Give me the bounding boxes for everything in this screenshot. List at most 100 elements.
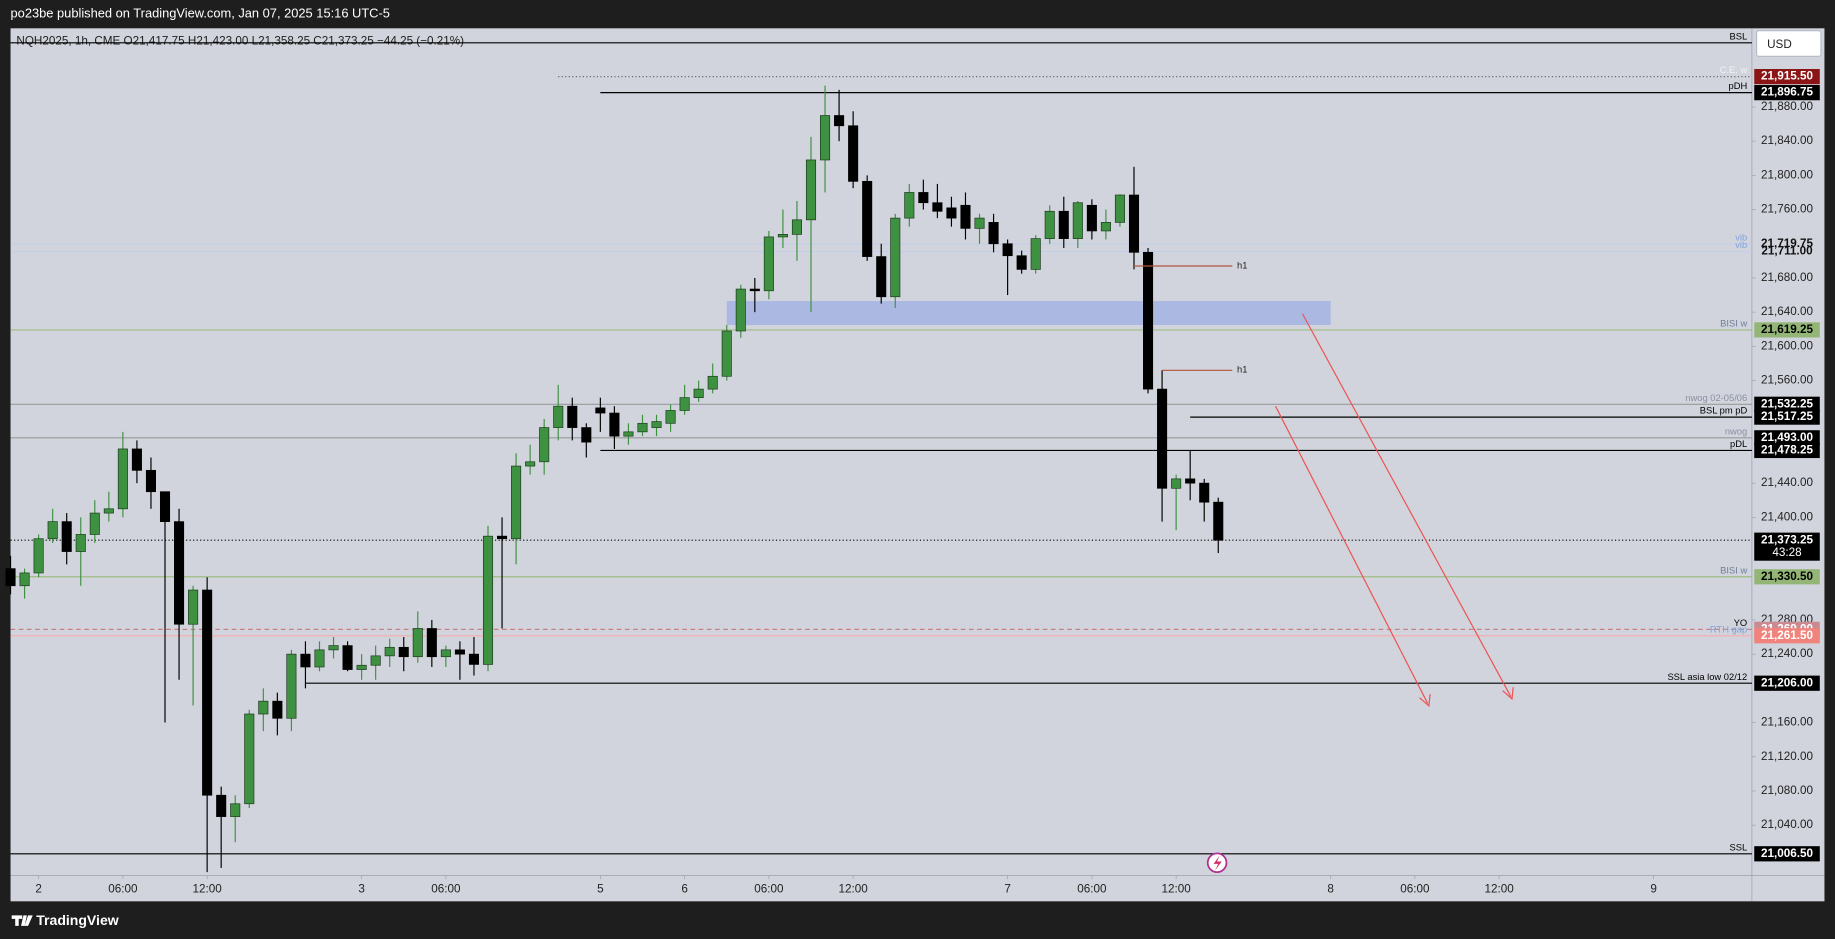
candle-body bbox=[1114, 194, 1125, 223]
candle-body bbox=[791, 219, 802, 235]
candle-body bbox=[876, 256, 887, 298]
candle-body bbox=[890, 217, 901, 298]
candle-body bbox=[468, 653, 479, 665]
fvg-zone bbox=[726, 301, 1331, 325]
price-badge-label: 21,206.00 bbox=[1761, 676, 1813, 689]
price-badge bbox=[1754, 442, 1820, 459]
candle-body bbox=[539, 427, 550, 463]
x-tick-label: 12:00 bbox=[193, 883, 223, 896]
candle-body bbox=[89, 512, 100, 535]
candle-body bbox=[482, 535, 494, 665]
candle-body bbox=[103, 508, 114, 514]
price-badge bbox=[1754, 69, 1820, 85]
candle-body bbox=[1030, 238, 1041, 270]
candle-body bbox=[300, 653, 311, 668]
countdown: 43:28 bbox=[1772, 546, 1801, 559]
level-label: pDH bbox=[1728, 81, 1747, 91]
y-tick-label: 21,400.00 bbox=[1761, 510, 1813, 523]
candle-body bbox=[820, 115, 831, 161]
y-tick-label: 21,760.00 bbox=[1761, 203, 1813, 216]
candle-body bbox=[511, 465, 522, 540]
candle-body bbox=[342, 645, 353, 670]
candle-body bbox=[314, 649, 325, 668]
candle-body bbox=[581, 427, 592, 443]
x-tick-label: 06:00 bbox=[1077, 883, 1107, 896]
event-bolt bbox=[1213, 855, 1222, 871]
level-label: nwog 02-05/06 bbox=[1685, 393, 1747, 403]
candle-body bbox=[33, 538, 44, 574]
candle-body bbox=[693, 388, 704, 399]
level-label: vib bbox=[1735, 233, 1747, 243]
candle-body bbox=[1086, 204, 1097, 232]
symbol-legend: NQH2025, 1h, CME O21,417.75 H21,423.00 L… bbox=[16, 34, 464, 47]
candle-body bbox=[230, 803, 241, 817]
level-label: pDL bbox=[1730, 439, 1747, 449]
candle-body bbox=[426, 628, 437, 658]
x-tick-label: 3 bbox=[358, 883, 365, 896]
plot-area bbox=[10, 28, 1752, 876]
level-label: SSL asia low 02/12 bbox=[1667, 672, 1747, 682]
x-tick-label: 12:00 bbox=[1162, 883, 1192, 896]
brand-logo bbox=[11, 915, 33, 926]
candle-body bbox=[777, 234, 788, 238]
level-label: vib bbox=[1735, 240, 1747, 250]
price-badge-label: 21,719.75 bbox=[1761, 237, 1813, 250]
price-badge-label: 21,373.25 bbox=[1761, 533, 1813, 546]
price-badge bbox=[1754, 532, 1820, 561]
candle-body bbox=[1016, 255, 1027, 270]
price-badge bbox=[1754, 322, 1820, 338]
candle-body bbox=[286, 653, 297, 719]
candle-body bbox=[258, 700, 269, 715]
candle-body bbox=[595, 407, 606, 414]
candle-body bbox=[834, 115, 845, 127]
arrows bbox=[1275, 313, 1514, 708]
y-tick-label: 21,160.00 bbox=[1761, 716, 1813, 729]
currency-box[interactable] bbox=[1756, 30, 1822, 57]
currency: USD bbox=[1767, 38, 1792, 51]
segment-label: h1 bbox=[1237, 260, 1247, 270]
y-tick-label: 21,040.00 bbox=[1761, 818, 1813, 831]
price-badge bbox=[1754, 569, 1820, 585]
y-tick-label: 21,880.00 bbox=[1761, 100, 1813, 113]
x-tick-label: 8 bbox=[1327, 883, 1334, 896]
level-label: nwog bbox=[1725, 426, 1747, 436]
x-tick-label: 5 bbox=[597, 883, 604, 896]
candle-body bbox=[1100, 222, 1111, 232]
marks: 2 06:00 12:00 3 06:00 5 6 06:00 12:00 7 06:00 12:00… bbox=[5, 31, 1820, 896]
candle-body bbox=[398, 646, 409, 658]
level-label: YO bbox=[1734, 618, 1748, 628]
candle-body bbox=[749, 288, 760, 292]
y-tick-label: 21,840.00 bbox=[1761, 134, 1813, 147]
brand: TradingView bbox=[36, 912, 118, 928]
arrow bbox=[1302, 313, 1512, 697]
x-tick-label: 12:00 bbox=[1485, 883, 1515, 896]
level-label: BSL bbox=[1730, 31, 1748, 41]
x-tick-label: 06:00 bbox=[431, 883, 461, 896]
candle-body bbox=[1171, 478, 1182, 489]
candle-body bbox=[1058, 210, 1069, 239]
candle-body bbox=[932, 202, 943, 212]
arrow-head bbox=[1419, 694, 1431, 708]
y-tick-label: 21,680.00 bbox=[1761, 271, 1813, 284]
x-tick-label: 06:00 bbox=[108, 883, 138, 896]
candle-body bbox=[454, 649, 465, 655]
segment-label: h1 bbox=[1237, 365, 1247, 375]
price-badge-label: 21,517.25 bbox=[1761, 410, 1813, 423]
price-badge-label: 21,493.00 bbox=[1761, 431, 1813, 444]
candle-body bbox=[1143, 251, 1154, 390]
candle-body bbox=[370, 655, 381, 666]
y-tick-label: 21,600.00 bbox=[1761, 339, 1813, 352]
candle-body bbox=[384, 646, 395, 657]
candle-body bbox=[1199, 482, 1210, 503]
candle-body bbox=[412, 628, 423, 658]
candle-body bbox=[946, 207, 957, 219]
candle-body bbox=[497, 535, 508, 540]
level-label: RTH gap bbox=[1710, 624, 1747, 634]
level-label: BISI w bbox=[1720, 565, 1747, 575]
x-tick-label: 7 bbox=[1004, 883, 1011, 896]
x-tick-label: 06:00 bbox=[1400, 883, 1430, 896]
x-tick-label: 6 bbox=[681, 883, 688, 896]
candle-body bbox=[174, 521, 185, 625]
